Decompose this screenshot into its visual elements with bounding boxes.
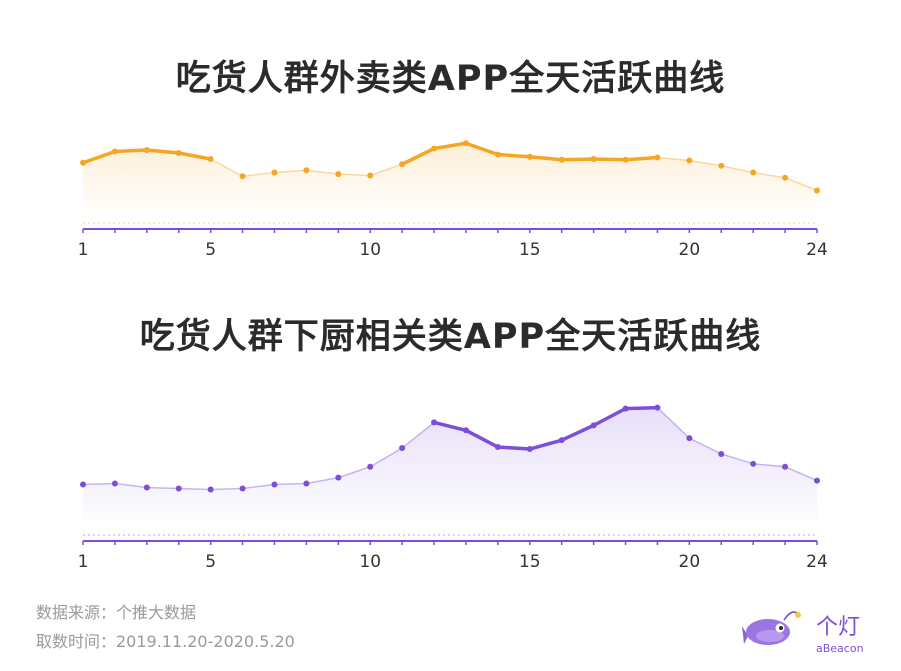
chart-title-cooking: 吃货人群下厨相关类APP全天活跃曲线 — [139, 317, 762, 357]
data-point — [80, 159, 86, 166]
data-period: 取数时间：2019.11.20-2020.5.20 — [36, 632, 295, 651]
data-source: 数据来源：个推大数据 — [36, 603, 197, 622]
data-point — [590, 422, 597, 429]
area-fill — [83, 407, 817, 520]
data-point — [367, 463, 374, 470]
data-point — [558, 156, 565, 163]
logo-cn-text: 个灯 — [816, 615, 860, 640]
data-point — [207, 156, 214, 162]
data-point — [431, 419, 438, 426]
x-tick-label: 24 — [806, 240, 828, 260]
data-point — [526, 153, 533, 160]
data-point — [271, 169, 278, 176]
data-point — [367, 172, 374, 179]
data-point — [111, 480, 118, 487]
data-point — [207, 486, 214, 493]
data-point — [335, 474, 342, 481]
x-tick-label: 1 — [78, 552, 89, 572]
x-tick-label: 20 — [679, 552, 701, 572]
data-point — [814, 477, 820, 484]
data-point — [718, 450, 725, 457]
x-tick-label: 24 — [806, 552, 828, 572]
cooking-activity-chart: 1 5 10 15 20 24 — [78, 404, 828, 572]
data-point — [622, 405, 629, 412]
data-point — [399, 161, 406, 168]
x-tick-label: 5 — [205, 552, 216, 572]
area-fill — [83, 143, 817, 210]
x-tick-label: 20 — [679, 240, 701, 260]
data-point — [526, 446, 533, 453]
x-tick-label: 15 — [519, 240, 541, 260]
data-point — [654, 404, 661, 411]
data-point — [750, 460, 757, 467]
x-tick-label: 1 — [78, 240, 89, 260]
data-point — [686, 157, 693, 164]
data-point — [431, 145, 438, 152]
data-point — [558, 437, 565, 444]
data-point — [814, 187, 820, 194]
chart-title-delivery: 吃货人群外卖类APP全天活跃曲线 — [175, 59, 726, 99]
data-point — [782, 174, 789, 181]
data-point — [143, 484, 150, 491]
data-point — [590, 156, 597, 162]
data-point — [239, 485, 246, 492]
logo-en-text: aBeacon — [816, 642, 864, 655]
data-point — [462, 140, 469, 147]
data-point — [175, 150, 182, 156]
data-point — [494, 444, 501, 451]
data-point — [271, 481, 278, 488]
data-point — [239, 173, 246, 180]
data-point — [782, 463, 789, 470]
data-point — [750, 169, 757, 176]
x-tick-label: 10 — [359, 552, 381, 572]
data-point — [462, 427, 469, 434]
data-point — [622, 156, 629, 163]
data-point — [111, 148, 118, 155]
x-tick-label: 5 — [205, 240, 216, 260]
abeacon-logo: 个灯 aBeacon — [742, 611, 864, 655]
data-point — [175, 485, 182, 492]
data-point — [143, 147, 150, 153]
x-tick-label: 10 — [359, 240, 381, 260]
series-highlight — [433, 405, 658, 451]
data-point — [654, 154, 661, 161]
delivery-activity-chart: 1 5 10 15 20 24 — [78, 140, 828, 260]
data-point — [718, 162, 725, 169]
data-point — [335, 171, 342, 177]
data-point — [80, 481, 86, 488]
fish-mascot-icon — [742, 611, 801, 645]
data-point — [303, 480, 310, 487]
x-tick-label: 15 — [519, 552, 541, 572]
data-point — [399, 445, 406, 452]
data-point — [686, 435, 693, 442]
data-point — [303, 167, 310, 174]
data-point — [494, 151, 501, 158]
